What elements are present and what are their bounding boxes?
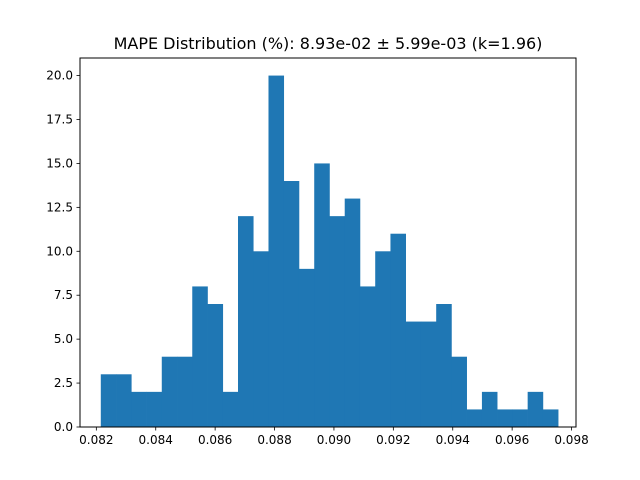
histogram-bar xyxy=(436,304,452,427)
histogram-bar xyxy=(512,409,528,427)
histogram-bar xyxy=(405,321,422,427)
histogram-bar xyxy=(451,356,467,427)
y-tick-label: 0.0 xyxy=(54,420,73,434)
histogram-bar xyxy=(268,75,285,427)
histogram-bar xyxy=(100,374,117,427)
histogram-bar xyxy=(222,391,239,427)
x-tick-label: 0.090 xyxy=(317,433,351,447)
histogram-bar xyxy=(146,391,163,427)
histogram-bar xyxy=(177,356,193,427)
histogram-bar xyxy=(314,163,330,427)
histogram-bar xyxy=(283,181,300,427)
histogram-bar xyxy=(192,286,208,427)
x-tick-label: 0.098 xyxy=(554,433,588,447)
y-tick-label: 17.5 xyxy=(46,113,73,127)
y-tick-label: 5.0 xyxy=(54,332,73,346)
histogram-bar xyxy=(390,233,406,427)
histogram-bars xyxy=(100,75,559,427)
histogram-bar xyxy=(253,251,269,427)
histogram-bar xyxy=(420,321,437,427)
x-tick-label: 0.094 xyxy=(436,433,470,447)
histogram-bar xyxy=(131,391,147,427)
x-tick-label: 0.092 xyxy=(376,433,410,447)
histogram-bar xyxy=(161,356,178,427)
histogram-bar xyxy=(466,409,483,427)
y-tick-label: 7.5 xyxy=(54,288,73,302)
y-axis: 0.0 2.5 5.0 7.5 10.0 12.5 15.0 17.5 20.0 xyxy=(46,69,80,434)
plot-frame xyxy=(79,57,577,428)
histogram-bar xyxy=(344,198,361,427)
histogram-bar xyxy=(238,216,254,427)
y-tick-label: 2.5 xyxy=(54,376,73,390)
histogram-bar xyxy=(298,268,315,427)
y-tick-label: 20.0 xyxy=(46,69,73,83)
chart-title: MAPE Distribution (%): 8.93e-02 ± 5.99e-… xyxy=(114,34,543,53)
x-tick-label: 0.084 xyxy=(139,433,173,447)
x-tick-label: 0.088 xyxy=(257,433,291,447)
histogram-bar xyxy=(359,286,376,427)
y-tick-label: 15.0 xyxy=(46,156,73,170)
x-tick-label: 0.082 xyxy=(79,433,113,447)
histogram-bar xyxy=(375,251,391,427)
histogram-bar xyxy=(527,391,544,427)
y-tick-label: 10.0 xyxy=(46,244,73,258)
histogram-bar xyxy=(207,304,224,427)
x-tick-label: 0.096 xyxy=(495,433,529,447)
x-tick-label: 0.086 xyxy=(198,433,232,447)
histogram-bar xyxy=(116,374,132,427)
histogram-bar xyxy=(497,409,513,427)
y-tick-label: 12.5 xyxy=(46,200,73,214)
x-axis: 0.082 0.084 0.086 0.088 0.090 0.092 0.094 0.096… xyxy=(79,427,589,447)
histogram-bar xyxy=(329,216,346,427)
histogram-bar xyxy=(542,409,559,427)
histogram-bar xyxy=(481,391,498,427)
